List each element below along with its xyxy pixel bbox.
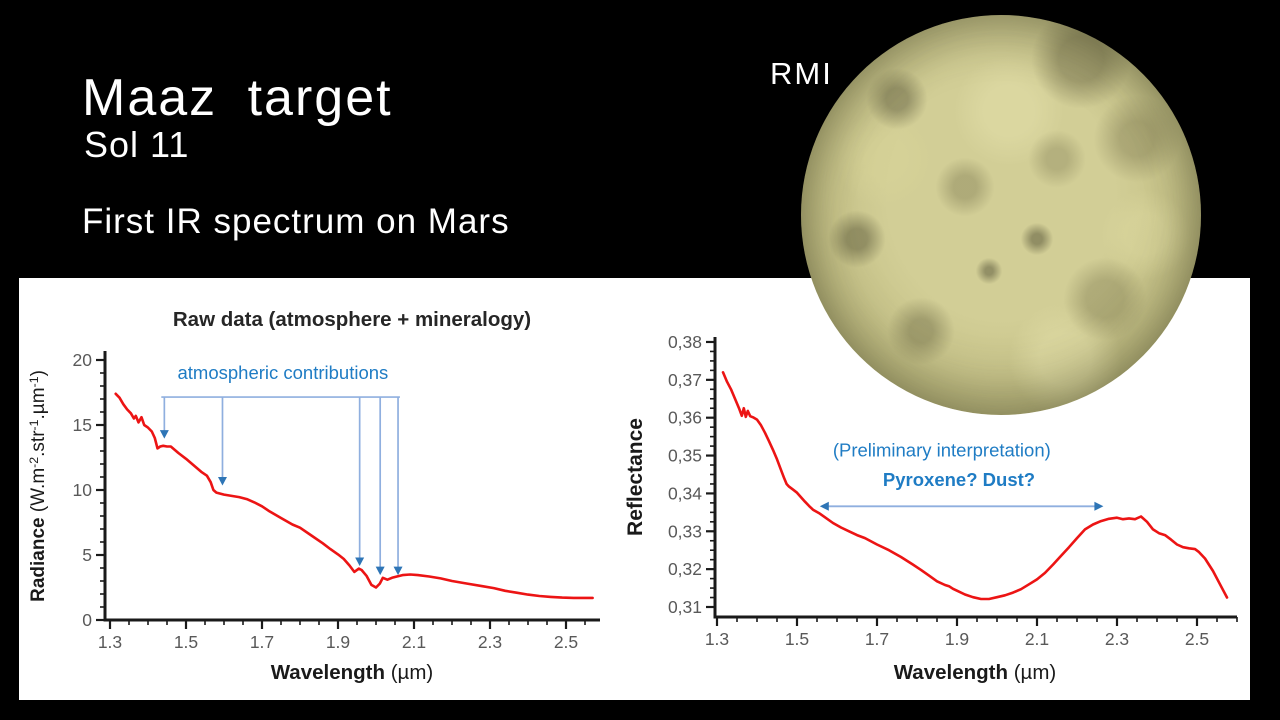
tagline: First IR spectrum on Mars bbox=[82, 202, 510, 241]
sol-label: Sol 11 bbox=[84, 124, 190, 165]
page-title: Maaz target bbox=[82, 69, 393, 127]
rmi-label: RMI bbox=[770, 56, 833, 91]
rmi-image bbox=[801, 15, 1201, 415]
